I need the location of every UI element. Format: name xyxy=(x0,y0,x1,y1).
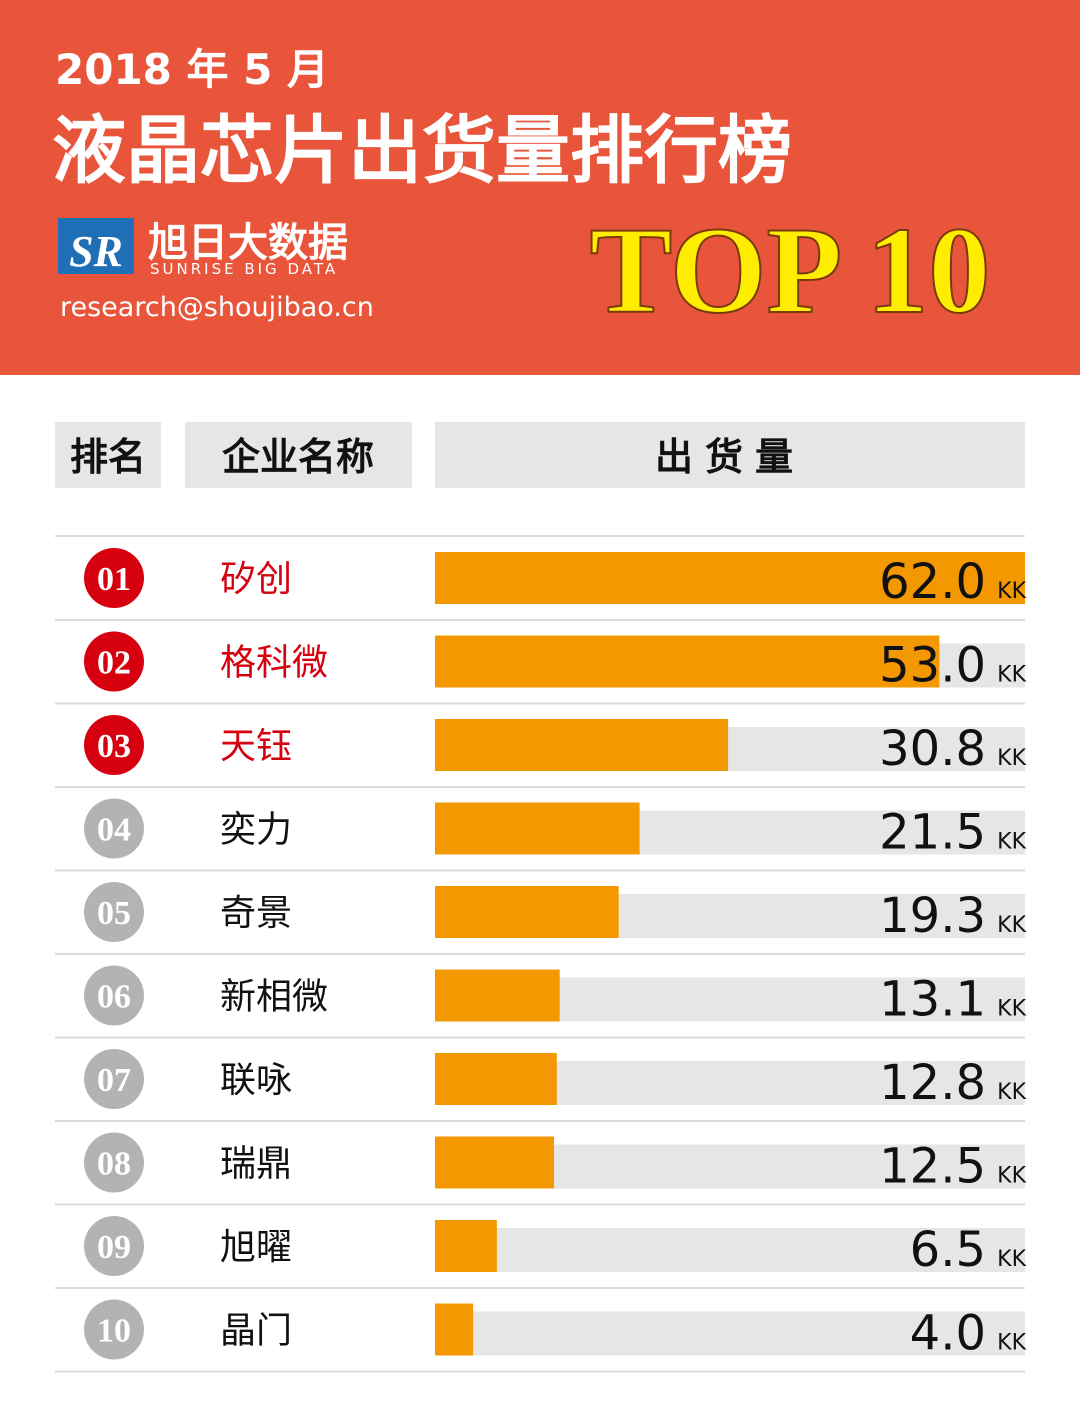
header-cell xyxy=(185,422,412,488)
company-name: 奇景 xyxy=(220,893,292,934)
bar xyxy=(435,1220,497,1272)
rank-badge xyxy=(84,1216,144,1276)
rank-label: 08 xyxy=(97,1146,131,1183)
rank-label: 07 xyxy=(97,1062,131,1099)
unit-label: KK xyxy=(997,1080,1026,1105)
rank-label: 05 xyxy=(97,895,131,932)
value-label: 12.5 xyxy=(879,1139,986,1195)
bar-track xyxy=(435,1311,1025,1356)
value-label: 12.8 xyxy=(879,1055,986,1111)
bar xyxy=(435,1136,554,1189)
bar xyxy=(435,802,640,855)
rank-badge xyxy=(84,715,144,775)
rank-label: 03 xyxy=(97,728,131,765)
unit-label: KK xyxy=(997,579,1026,604)
company-name: 矽创 xyxy=(220,559,292,600)
logo-box xyxy=(58,218,134,274)
header-band xyxy=(0,0,1080,375)
rank-label: 01 xyxy=(97,561,131,598)
rank-badge xyxy=(84,1299,144,1360)
bar xyxy=(435,1303,474,1356)
rank-badge xyxy=(84,548,144,608)
rank-badge xyxy=(84,882,144,942)
company-name: 新相微 xyxy=(220,977,328,1018)
value-label: 53.0 xyxy=(879,638,986,694)
email: research@shoujibao.cn xyxy=(60,292,374,323)
unit-label: KK xyxy=(997,1247,1026,1272)
rank-label: 02 xyxy=(97,645,131,682)
bar xyxy=(435,1053,557,1105)
rank-label: 06 xyxy=(97,979,131,1016)
rank-badge xyxy=(84,1049,144,1109)
unit-label: KK xyxy=(997,913,1026,938)
company-name: 晶门 xyxy=(220,1311,292,1352)
badge: TOP 10 xyxy=(590,202,991,339)
logo-mark: SR xyxy=(69,227,123,276)
bar xyxy=(435,552,1025,604)
column-header: 企业名称 xyxy=(222,435,374,479)
company-name: 奕力 xyxy=(220,810,292,851)
bar xyxy=(435,635,940,688)
subtitle: 2018 年 5 月 xyxy=(55,45,329,94)
logo: SR xyxy=(58,218,134,276)
rank-badge xyxy=(84,631,144,692)
unit-label: KK xyxy=(997,997,1026,1022)
value-label: 4.0 xyxy=(910,1306,986,1362)
company-name: 联咏 xyxy=(220,1060,292,1101)
value-label: 62.0 xyxy=(879,554,986,610)
company-name: 旭曜 xyxy=(220,1227,292,1268)
brand-en: SUNRISE BIG DATA xyxy=(150,260,338,278)
company-name: 天钰 xyxy=(220,726,292,767)
bar-track xyxy=(435,1228,1025,1272)
unit-label: KK xyxy=(997,746,1026,771)
unit-label: KK xyxy=(997,663,1026,688)
chart-title: 液晶芯片出货量排行榜 xyxy=(52,108,792,194)
company-name: 瑞鼎 xyxy=(220,1144,292,1185)
header-cell xyxy=(55,422,161,488)
column-header: 排名 xyxy=(70,435,146,479)
rank-label: 09 xyxy=(97,1229,131,1266)
column-header: 出货量 xyxy=(655,435,805,479)
rank-badge xyxy=(84,1132,144,1193)
bar xyxy=(435,969,560,1022)
rank-label: 10 xyxy=(97,1313,131,1350)
rank-badge xyxy=(84,965,144,1026)
value-label: 6.5 xyxy=(910,1222,986,1278)
unit-label: KK xyxy=(997,830,1026,855)
value-label: 30.8 xyxy=(879,721,986,777)
brand: 旭日大数据 xyxy=(148,220,348,266)
unit-label: KK xyxy=(997,1331,1026,1356)
value-label: 21.5 xyxy=(879,805,986,861)
bar xyxy=(435,719,729,771)
unit-label: KK xyxy=(997,1164,1026,1189)
value-label: 13.1 xyxy=(879,972,986,1028)
header-cell xyxy=(435,422,1025,488)
rank-label: 04 xyxy=(97,812,131,849)
value-label: 19.3 xyxy=(879,888,986,944)
bar xyxy=(435,886,619,938)
rank-badge xyxy=(84,798,144,859)
company-name: 格科微 xyxy=(220,643,328,684)
